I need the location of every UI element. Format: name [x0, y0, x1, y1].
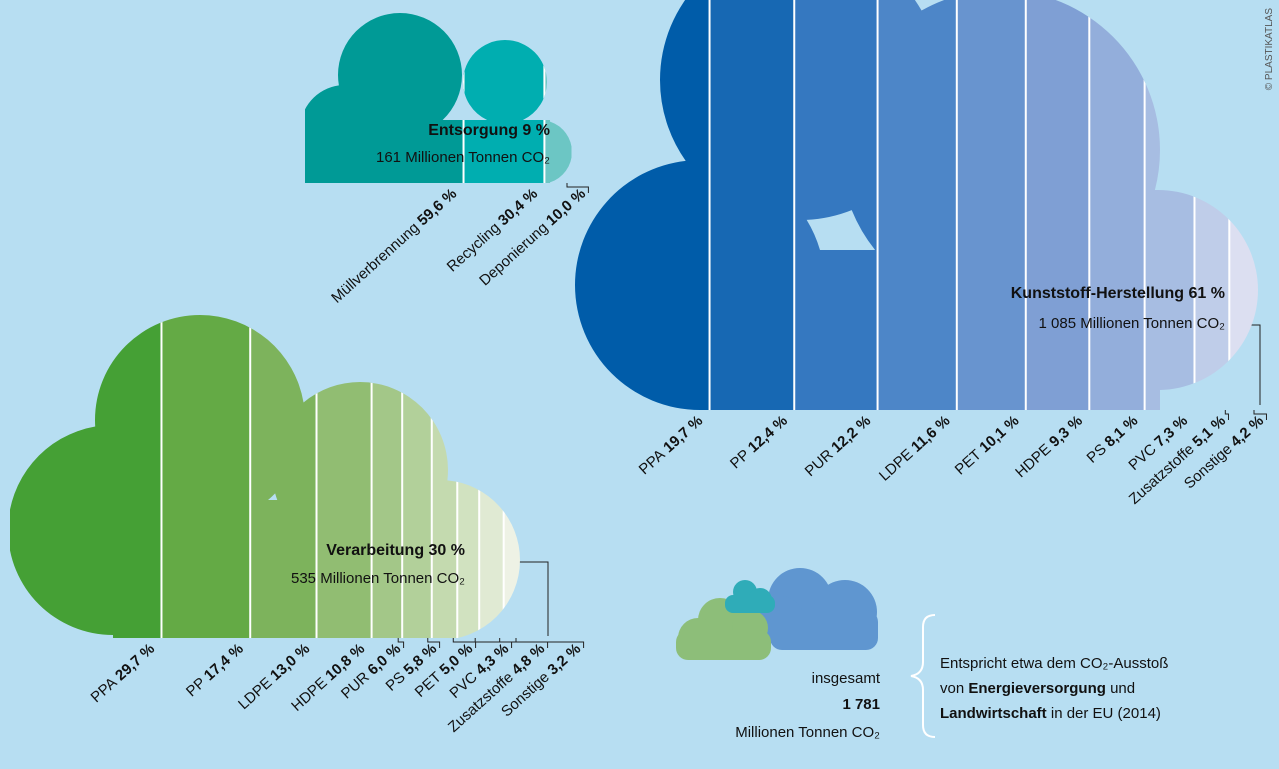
credit: © PLASTIKATLAS — [1264, 8, 1275, 91]
stripe — [1089, 0, 1146, 410]
total-value: 1 781 — [842, 696, 880, 713]
note-text: in der EU (2014) — [1051, 705, 1161, 722]
stripe — [1025, 0, 1090, 410]
total-label: insgesamt — [812, 670, 881, 687]
note-bold: Landwirtschaft — [940, 705, 1047, 722]
leader-line — [397, 638, 405, 648]
note-line: Landwirtschaft in der EU (2014) — [940, 705, 1161, 722]
note-text: Entspricht etwa dem CO₂-Ausstoß — [940, 655, 1168, 672]
stripe — [709, 0, 795, 410]
total-icon — [676, 568, 878, 660]
cloud-subtitle: 161 Millionen Tonnen CO₂ — [376, 149, 550, 166]
cloud-subtitle: 1 085 Millionen Tonnen CO₂ — [1039, 315, 1226, 332]
leader-line — [1224, 410, 1229, 420]
note-text: von — [940, 680, 964, 697]
bracket — [910, 614, 936, 738]
total-unit: Millionen Tonnen CO₂ — [735, 724, 880, 741]
leader-line — [474, 638, 513, 648]
leader-line — [566, 183, 589, 193]
leader-line — [452, 638, 477, 648]
cloud-title: Entsorgung 9 % — [428, 122, 550, 139]
stripe — [877, 0, 958, 410]
leader-line — [515, 638, 585, 648]
cloud-subtitle: 535 Millionen Tonnen CO₂ — [291, 570, 465, 587]
cloud-title: Verarbeitung 30 % — [326, 542, 465, 559]
stripe — [956, 0, 1027, 410]
note-line: Entspricht etwa dem CO₂-Ausstoß — [940, 655, 1168, 672]
leader-line — [1253, 410, 1267, 420]
cloud — [575, 0, 1258, 410]
note-bold: Energieversorgung — [968, 680, 1106, 697]
stripe — [161, 315, 251, 638]
cloud-title: Kunststoff-Herstellung 61 % — [1011, 285, 1225, 302]
note-text: und — [1110, 680, 1135, 697]
note-line: von Energieversorgung und — [940, 680, 1135, 697]
leader-line — [427, 638, 441, 648]
stripe — [794, 0, 879, 410]
